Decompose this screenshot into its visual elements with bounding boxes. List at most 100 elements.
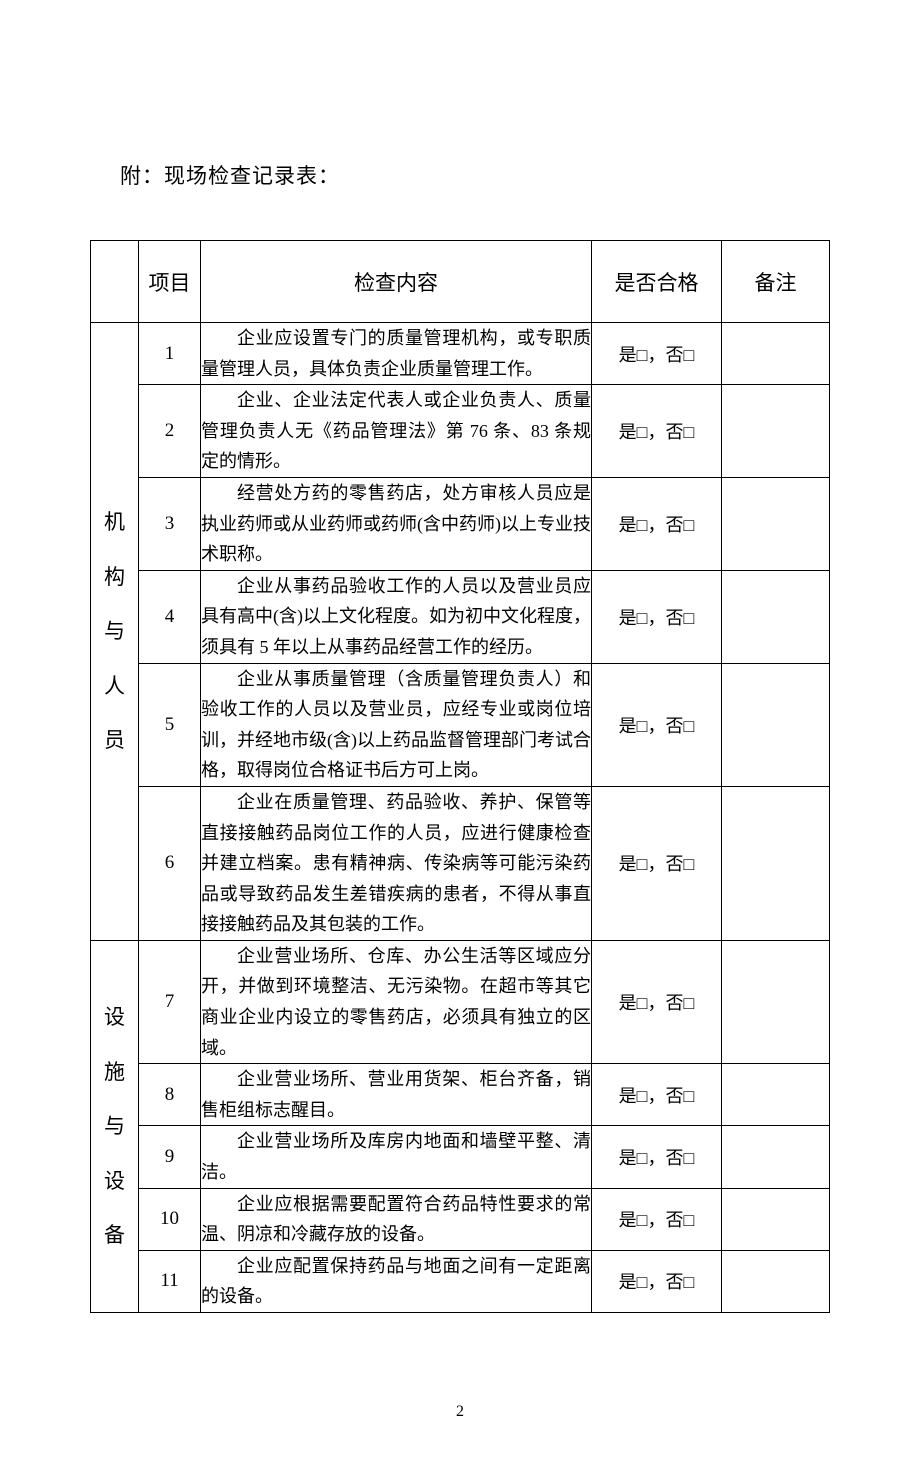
checkbox-yes[interactable]: □ [637,515,648,536]
note-cell [722,663,830,786]
header-row: 项目 检查内容 是否合格 备注 [91,241,830,323]
pass-cell: 是□，否□ [592,570,722,663]
checkbox-yes[interactable]: □ [637,1086,648,1107]
header-num: 项目 [139,241,201,323]
table-row: 4企业从事药品验收工作的人员以及营业员应具有高中(含)以上文化程度。如为初中文化… [91,570,830,663]
checkbox-yes[interactable]: □ [637,854,648,875]
table-row: 设施与设备7企业营业场所、仓库、办公生活等区域应分开，并做到环境整洁、无污染物。… [91,940,830,1063]
pass-sep: ， [648,716,666,736]
category-char: 备 [104,1223,125,1247]
pass-sep: ， [648,1272,666,1292]
pass-cell: 是□，否□ [592,663,722,786]
inspection-content: 企业营业场所、仓库、办公生活等区域应分开，并做到环境整洁、无污染物。在超市等其它… [201,940,592,1063]
checkbox-no[interactable]: □ [684,1210,695,1231]
category-char: 设 [104,1169,125,1193]
pass-sep: ， [648,1086,666,1106]
checkbox-no[interactable]: □ [684,515,695,536]
pass-yes-label: 是 [619,345,637,365]
table-row: 11企业应配置保持药品与地面之间有一定距离的设备。是□，否□ [91,1250,830,1312]
category-char: 施 [104,1060,125,1084]
checkbox-yes[interactable]: □ [637,1210,648,1231]
pass-no-label: 否 [666,345,684,365]
pass-sep: ， [648,422,666,442]
pass-sep: ， [648,993,666,1013]
checkbox-no[interactable]: □ [684,345,695,366]
note-cell [722,1250,830,1312]
pass-cell: 是□，否□ [592,1126,722,1188]
note-cell [722,940,830,1063]
checkbox-no[interactable]: □ [684,1272,695,1293]
table-row: 机构与人员1企业应设置专门的质量管理机构，或专职质量管理人员，具体负责企业质量管… [91,323,830,385]
inspection-content: 企业、企业法定代表人或企业负责人、质量管理负责人无《药品管理法》第 76 条、8… [201,385,592,478]
table-row: 8企业营业场所、营业用货架、柜台齐备，销售柜组标志醒目。是□，否□ [91,1064,830,1126]
checkbox-yes[interactable]: □ [637,716,648,737]
pass-sep: ， [648,515,666,535]
checkbox-no[interactable]: □ [684,1148,695,1169]
pass-cell: 是□，否□ [592,786,722,940]
pass-no-label: 否 [666,1086,684,1106]
note-cell [722,1064,830,1126]
inspection-content: 企业在质量管理、药品验收、养护、保管等直接接触药品岗位工作的人员，应进行健康检查… [201,786,592,940]
category-char: 构 [104,565,125,589]
row-number: 9 [139,1126,201,1188]
row-number: 7 [139,940,201,1063]
pass-sep: ， [648,1148,666,1168]
pass-no-label: 否 [666,515,684,535]
inspection-content: 企业从事药品验收工作的人员以及营业员应具有高中(含)以上文化程度。如为初中文化程… [201,570,592,663]
row-number: 5 [139,663,201,786]
checkbox-no[interactable]: □ [684,716,695,737]
pass-cell: 是□，否□ [592,323,722,385]
row-number: 2 [139,385,201,478]
inspection-content: 企业从事质量管理（含质量管理负责人）和验收工作的人员以及营业员，应经专业或岗位培… [201,663,592,786]
checkbox-yes[interactable]: □ [637,993,648,1014]
pass-yes-label: 是 [619,1148,637,1168]
pass-sep: ， [648,1210,666,1230]
pass-yes-label: 是 [619,515,637,535]
checkbox-no[interactable]: □ [684,1086,695,1107]
pass-no-label: 否 [666,1210,684,1230]
pass-cell: 是□，否□ [592,1064,722,1126]
pass-sep: ， [648,345,666,365]
checkbox-no[interactable]: □ [684,422,695,443]
pass-yes-label: 是 [619,608,637,628]
inspection-content: 企业营业场所、营业用货架、柜台齐备，销售柜组标志醒目。 [201,1064,592,1126]
checkbox-no[interactable]: □ [684,608,695,629]
table-row: 3经营处方药的零售药店，处方审核人员应是执业药师或从业药师或药师(含中药师)以上… [91,477,830,570]
row-number: 6 [139,786,201,940]
pass-no-label: 否 [666,716,684,736]
header-content: 检查内容 [201,241,592,323]
checkbox-yes[interactable]: □ [637,345,648,366]
category-char: 与 [104,619,125,643]
note-cell [722,323,830,385]
pass-no-label: 否 [666,854,684,874]
table-row: 2企业、企业法定代表人或企业负责人、质量管理负责人无《药品管理法》第 76 条、… [91,385,830,478]
pass-no-label: 否 [666,1272,684,1292]
pass-sep: ， [648,854,666,874]
pass-no-label: 否 [666,422,684,442]
note-cell [722,786,830,940]
note-cell [722,1188,830,1250]
pass-cell: 是□，否□ [592,385,722,478]
note-cell [722,477,830,570]
inspection-content: 企业应设置专门的质量管理机构，或专职质量管理人员，具体负责企业质量管理工作。 [201,323,592,385]
checkbox-no[interactable]: □ [684,854,695,875]
pass-yes-label: 是 [619,993,637,1013]
inspection-content: 企业应根据需要配置符合药品特性要求的常温、阴凉和冷藏存放的设备。 [201,1188,592,1250]
pass-yes-label: 是 [619,422,637,442]
table-row: 10企业应根据需要配置符合药品特性要求的常温、阴凉和冷藏存放的设备。是□，否□ [91,1188,830,1250]
note-cell [722,1126,830,1188]
row-number: 8 [139,1064,201,1126]
category-char: 机 [104,510,125,534]
inspection-content: 企业营业场所及库房内地面和墙壁平整、清洁。 [201,1126,592,1188]
checkbox-yes[interactable]: □ [637,1272,648,1293]
checkbox-yes[interactable]: □ [637,422,648,443]
attachment-title: 附：现场检查记录表： [120,160,830,190]
pass-no-label: 否 [666,1148,684,1168]
row-number: 11 [139,1250,201,1312]
checkbox-yes[interactable]: □ [637,1148,648,1169]
checkbox-no[interactable]: □ [684,993,695,1014]
row-number: 1 [139,323,201,385]
pass-cell: 是□，否□ [592,940,722,1063]
checkbox-yes[interactable]: □ [637,608,648,629]
pass-yes-label: 是 [619,1210,637,1230]
